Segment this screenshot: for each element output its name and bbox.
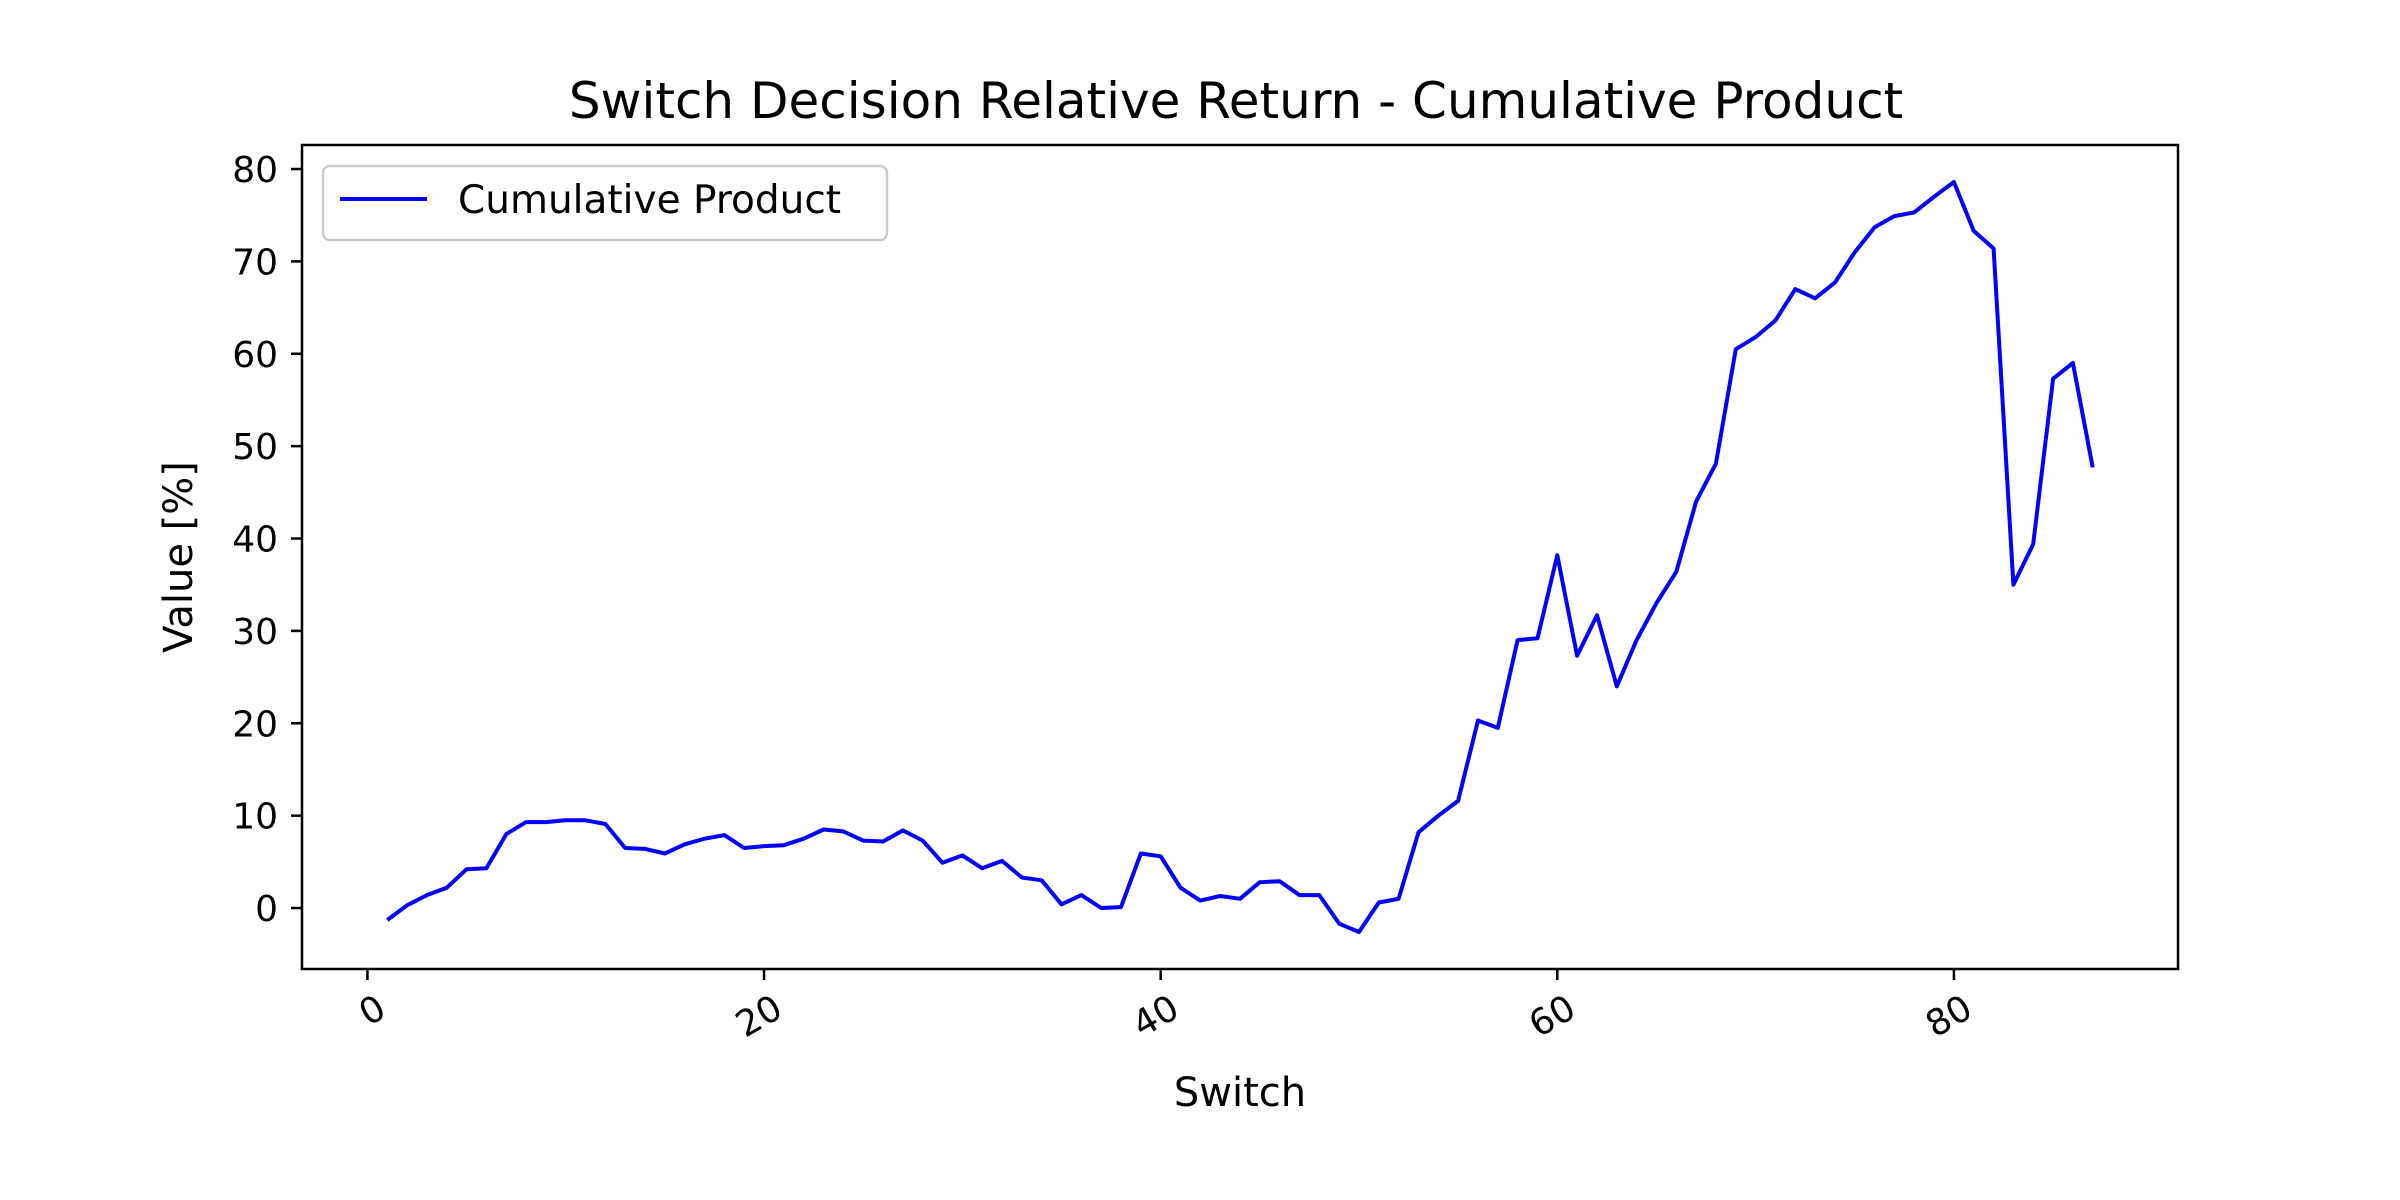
- x-tick-label: 80: [1919, 987, 1979, 1045]
- y-tick-label: 20: [232, 704, 278, 745]
- plot-frame: [300, 143, 2180, 971]
- x-axis-ticks: 0 20 40 60 80: [352, 969, 1979, 1046]
- y-tick-label: 70: [232, 242, 278, 283]
- y-axis-label: Value [%]: [156, 461, 202, 653]
- x-tick-label: 0: [352, 987, 392, 1034]
- y-tick-label: 0: [255, 889, 278, 930]
- x-tick-label: 20: [729, 987, 789, 1045]
- legend: Cumulative Product: [321, 164, 889, 242]
- plot-area: 0 10 20 30 40 50 60 70 80 0 20 40 60 80: [232, 143, 2180, 1046]
- y-tick-label: 10: [232, 797, 278, 838]
- legend-box: [321, 164, 889, 242]
- y-tick-label: 30: [232, 612, 278, 653]
- y-tick-label: 50: [232, 427, 278, 468]
- y-axis-ticks: 0 10 20 30 40 50 60 70 80: [232, 150, 302, 930]
- chart-title: Switch Decision Relative Return - Cumula…: [569, 72, 1903, 130]
- series-layer: [386, 180, 2095, 934]
- y-tick-label: 40: [232, 520, 278, 561]
- legend-label: Cumulative Product: [458, 178, 841, 223]
- x-tick-label: 40: [1126, 987, 1186, 1045]
- x-tick-label: 60: [1522, 987, 1582, 1045]
- x-axis-label: Switch: [1174, 1070, 1306, 1116]
- series-line: [386, 180, 2095, 934]
- y-tick-label: 60: [232, 335, 278, 376]
- y-tick-label: 80: [232, 150, 278, 191]
